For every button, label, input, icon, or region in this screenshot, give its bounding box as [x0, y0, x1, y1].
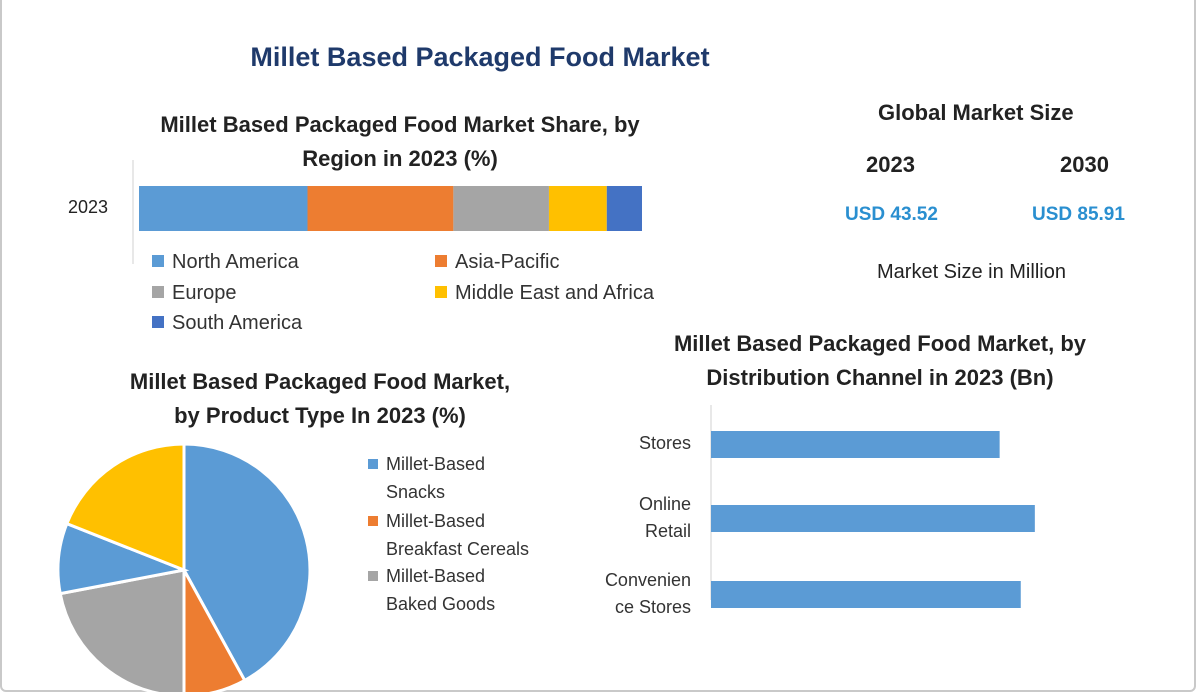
- channel-label-stores: Stores: [638, 433, 691, 453]
- region-stacked-bar: [132, 160, 642, 264]
- page-title: Millet Based Packaged Food Market: [250, 42, 710, 72]
- region-segment-asia-pacific: [307, 186, 454, 231]
- region-segment-south-america: [606, 186, 642, 231]
- channel-bar-convenience-stores: [711, 581, 1021, 608]
- channel-title-line1: Millet Based Packaged Food Market, by: [673, 331, 1086, 356]
- region-segment-middle-east-and-africa: [548, 186, 607, 231]
- region-title-line1: Millet Based Packaged Food Market Share,…: [160, 112, 640, 137]
- market-size-value-2030: USD 85.91: [1032, 204, 1125, 225]
- channel-chart-title: Millet Based Packaged Food Market, by Di…: [620, 327, 1140, 395]
- market-size-note: Market Size in Million: [877, 261, 1066, 283]
- product-chart-title: Millet Based Packaged Food Market, by Pr…: [60, 365, 580, 433]
- region-chart-title: Millet Based Packaged Food Market Share,…: [100, 108, 700, 176]
- market-size-title: Global Market Size: [878, 100, 1074, 125]
- market-size-year-2030: 2030: [1060, 152, 1109, 177]
- channel-bar-online-retail: [711, 505, 1035, 532]
- pie-legend-cereals-line1: Millet-Based: [386, 511, 486, 531]
- region-segment-north-america: [139, 186, 308, 231]
- market-size-value-2023: USD 43.52: [845, 204, 938, 225]
- channel-label-online-retail: Online Retail: [638, 494, 691, 541]
- pie-legend-cereals-line2: Breakfast Cereals: [386, 539, 530, 559]
- pie-legend-breakfast-cereals: Millet-Based Breakfast Cereals: [368, 507, 586, 563]
- region-title-line2: Region in 2023 (%): [302, 146, 498, 171]
- legend-north-america: North America: [152, 251, 299, 274]
- product-title-line1: Millet Based Packaged Food Market,: [129, 369, 511, 394]
- legend-europe: Europe: [152, 282, 237, 305]
- pie-legend-snacks: Millet-Based Snacks: [368, 450, 586, 506]
- channel-bar-chart: [710, 405, 1035, 608]
- market-size-year-2023: 2023: [866, 152, 915, 177]
- pie-legend-snacks-line2: Snacks: [386, 482, 446, 502]
- channel-title-line2: Distribution Channel in 2023 (Bn): [706, 365, 1054, 390]
- region-segment-europe: [453, 186, 549, 231]
- legend-asia-pacific: Asia-Pacific: [435, 251, 559, 274]
- legend-middle-east-africa: Middle East and Africa: [435, 282, 654, 305]
- region-row-label: 2023: [68, 197, 109, 217]
- legend-south-america: South America: [152, 312, 302, 335]
- pie-legend-snacks-line1: Millet-Based: [386, 454, 486, 474]
- channel-bar-stores: [711, 431, 1000, 458]
- pie-legend-baked-line1: Millet-Based: [386, 566, 486, 586]
- pie-slice-unlabeled-4: [64, 442, 186, 573]
- product-title-line2: by Product Type In 2023 (%): [174, 403, 466, 428]
